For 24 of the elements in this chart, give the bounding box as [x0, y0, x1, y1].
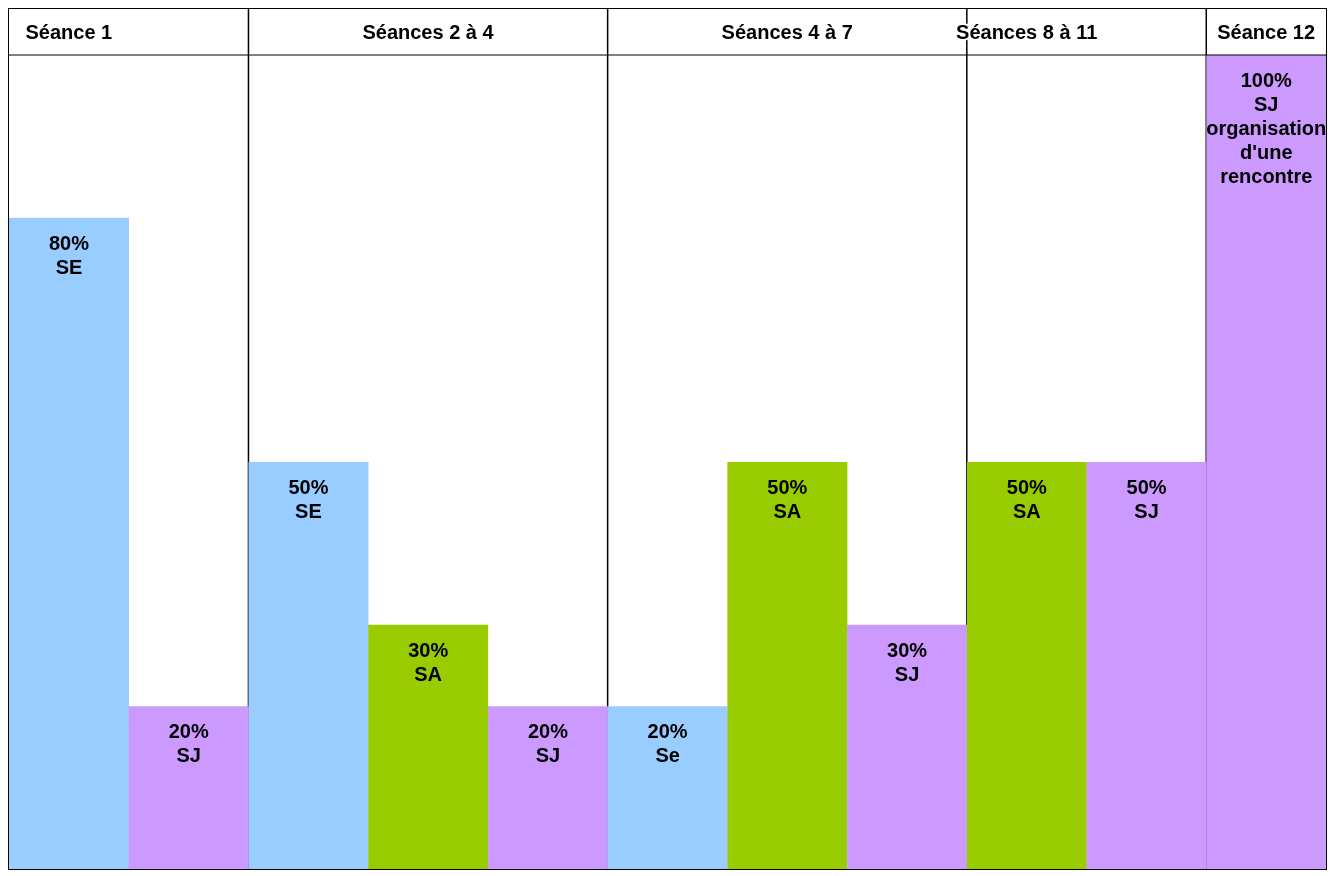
data-label: 100% SJ organisation d'une rencontre	[1206, 69, 1327, 187]
data-label: 50% SA	[767, 476, 808, 522]
data-label: 30% SJ	[887, 638, 928, 685]
x-tick-label: Séance 1	[25, 21, 113, 43]
bar	[487, 706, 608, 869]
bar	[128, 706, 249, 869]
data-label: 50% SE	[288, 476, 329, 522]
bar	[368, 624, 489, 869]
x-tick-label: Séances 4 à 7	[721, 21, 853, 43]
bar	[248, 462, 369, 869]
bar	[847, 624, 968, 869]
data-label: 50% SJ	[1126, 476, 1167, 522]
x-tick-label: Séance 12	[1217, 21, 1316, 43]
bar	[607, 706, 728, 869]
data-label: 20% SJ	[527, 720, 569, 767]
data-label: 20% Se	[647, 720, 688, 767]
bar	[9, 217, 129, 869]
x-tick-label: Séances 2 à 4	[362, 21, 495, 43]
data-label: 30% SA	[408, 638, 449, 685]
bar	[727, 462, 848, 869]
bar	[966, 462, 1087, 869]
data-label: 20% SJ	[168, 720, 209, 767]
data-label: 50% SA	[1006, 476, 1048, 522]
data-label: 80% SE	[48, 231, 90, 278]
